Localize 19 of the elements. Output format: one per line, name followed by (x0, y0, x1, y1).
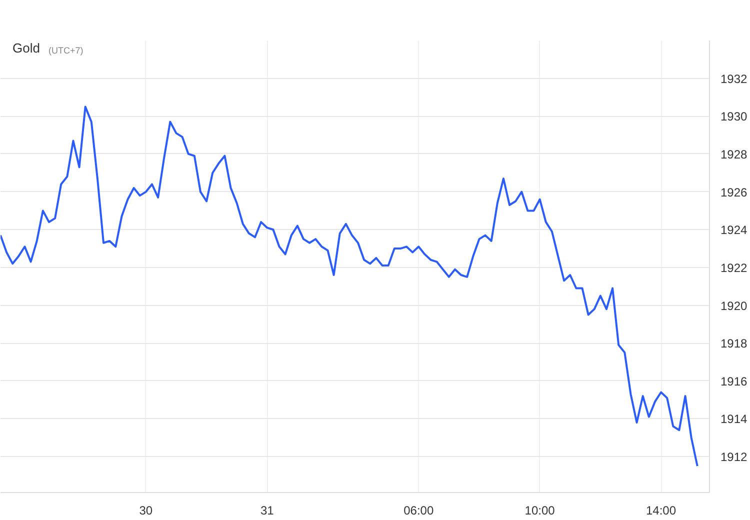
text: (UTC+7) (48, 46, 84, 56)
y-tick-label: 1922 (720, 260, 748, 275)
y-tick-label: 1932 (720, 72, 748, 86)
y-tick-label: 1930 (720, 110, 748, 124)
line-series (0, 106, 698, 468)
y-tick-label: 1928 (720, 147, 748, 162)
x-tick-label: 31 (260, 504, 274, 518)
y-tick-label: 1912 (720, 450, 748, 464)
x-tick-label: 10:00 (524, 504, 556, 518)
chart-title: Gold (12, 40, 40, 56)
x-tick-label: 14:00 (646, 504, 676, 518)
y-tick-label: 1916 (720, 374, 748, 388)
y-tick-label: 1918 (720, 336, 748, 351)
y-tick-label: 1920 (720, 298, 748, 313)
y-tick-label: 1924 (720, 223, 748, 238)
y-tick-label: 1914 (720, 412, 748, 426)
x-tick-label: 30 (139, 504, 153, 518)
y-tick-label: 1926 (720, 185, 748, 200)
x-tick-label: 06:00 (404, 504, 434, 518)
